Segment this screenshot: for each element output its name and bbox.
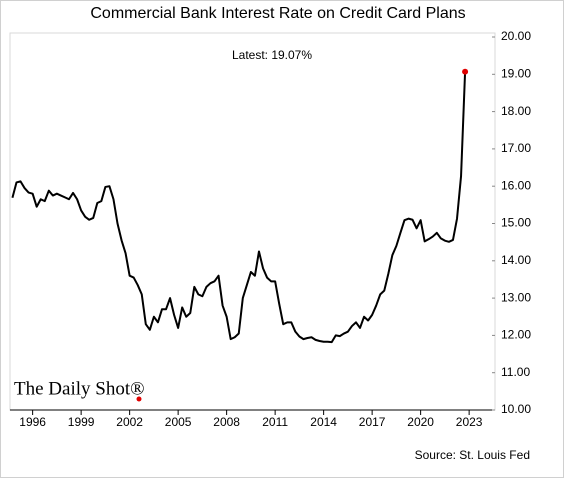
x-tick-label: 2023: [456, 415, 483, 429]
y-tick-label: 11.00: [501, 365, 530, 379]
y-tick-label: 17.00: [501, 141, 531, 155]
x-tick-label: 2020: [407, 415, 434, 429]
latest-point: [462, 68, 469, 75]
x-tick-label: 2011: [262, 415, 288, 429]
y-tick-label: 15.00: [501, 216, 531, 230]
x-tick-label: 2008: [213, 415, 240, 429]
x-tick-label: 2002: [116, 415, 143, 429]
y-tick-label: 16.00: [501, 178, 531, 192]
x-tick-label: 2005: [165, 415, 192, 429]
y-tick-label: 19.00: [501, 66, 531, 80]
line: [11, 71, 467, 344]
x-tick-label: 2017: [359, 415, 386, 429]
y-tick-label: 13.00: [501, 290, 531, 304]
logo-dot: [136, 396, 142, 402]
x-tick-label: 2014: [310, 415, 337, 429]
y-tick-label: 18.00: [501, 104, 531, 118]
logo: The Daily Shot®: [14, 378, 145, 399]
y-tick-label: 14.00: [501, 253, 531, 267]
y-tick-label: 20.00: [501, 29, 531, 43]
y-tick-label: 12.00: [501, 328, 531, 342]
x-tick-label: 1996: [19, 415, 46, 429]
x-tick-label: 1999: [68, 415, 95, 429]
y-tick-label: 10.00: [501, 402, 531, 416]
chart-title: Commercial Bank Interest Rate on Credit …: [90, 5, 465, 22]
annotation: Latest: 19.07%: [232, 48, 312, 62]
source: Source: St. Louis Fed: [415, 448, 530, 462]
